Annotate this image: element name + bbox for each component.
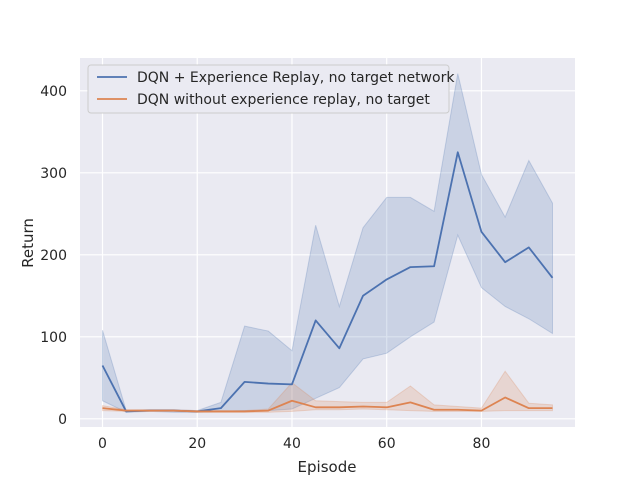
series-lines <box>101 151 554 413</box>
y-tick-label: 100 <box>40 330 67 346</box>
x-axis-label: Episode <box>298 458 357 476</box>
x-tick-label: 80 <box>473 436 491 452</box>
legend-label-series-2: DQN without experience replay, no target <box>137 92 430 108</box>
y-tick-labels: 0 100 200 300 400 <box>40 84 67 428</box>
legend: DQN + Experience Replay, no target netwo… <box>87 64 455 114</box>
legend-box <box>87 64 450 114</box>
y-tick-label: 400 <box>40 84 67 100</box>
x-tick-label: 0 <box>98 436 107 452</box>
x-tick-label: 60 <box>378 436 396 452</box>
y-tick-label: 200 <box>40 248 67 264</box>
y-tick-label: 300 <box>40 166 67 182</box>
x-tick-label: 20 <box>188 436 206 452</box>
y-tick-label: 0 <box>58 412 67 428</box>
legend-label-series-1: DQN + Experience Replay, no target netwo… <box>137 70 455 86</box>
series-line-2 <box>102 396 553 413</box>
x-tick-label: 40 <box>283 436 301 452</box>
x-tick-labels: 0 20 40 60 80 <box>98 436 490 452</box>
plot-background <box>80 58 575 427</box>
y-axis-label: Return <box>19 218 37 268</box>
